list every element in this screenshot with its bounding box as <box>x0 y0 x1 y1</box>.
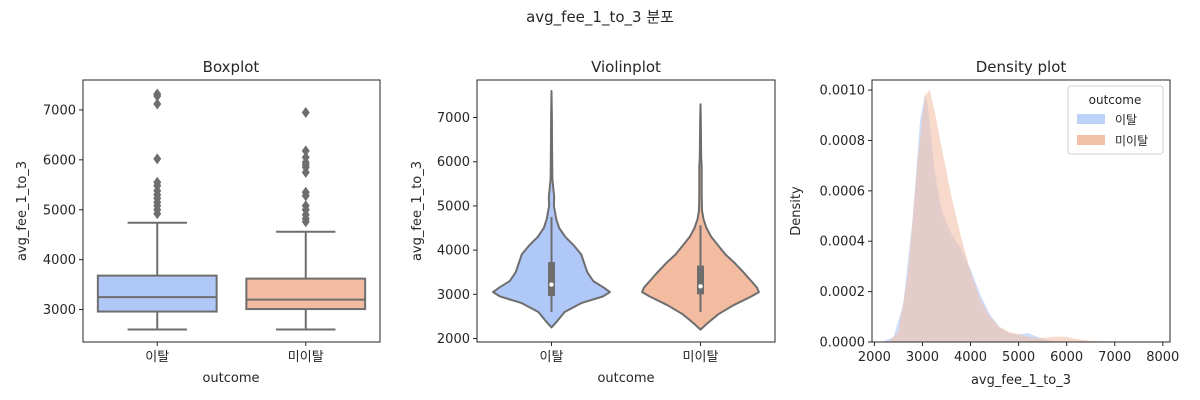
outlier-point <box>301 106 310 118</box>
violinplot-x-tick-label: 이탈 <box>540 350 564 365</box>
boxplot-y-tick-label: 3000 <box>43 303 76 318</box>
density-y-tick-label: 0.0004 <box>820 235 866 250</box>
violinplot-x-ticks: 이탈 미이탈 <box>540 342 719 365</box>
outlier-point <box>301 200 310 212</box>
density-x-tick-label: 6000 <box>1050 350 1083 365</box>
violinplot-y-tick-label: 4000 <box>437 244 470 259</box>
violin-iqr-box <box>697 265 704 295</box>
boxplot-marks <box>96 88 367 331</box>
boxplot-title: Boxplot <box>203 58 260 76</box>
boxplot-y-ticks: 3000 4000 5000 6000 7000 <box>43 103 83 318</box>
violinplot-y-axis-label: avg_fee_1_to_3 <box>410 161 425 261</box>
boxplot-x-axis-label: outcome <box>202 371 259 386</box>
violinplot-y-tick-label: 7000 <box>437 111 470 126</box>
density-y-axis-label: Density <box>789 186 804 236</box>
density-panel: Density plot 0.00000.00020.00040.00060.0… <box>789 58 1179 388</box>
boxplot-y-tick-label: 7000 <box>43 103 76 118</box>
boxplot-panel: Boxplot 3000 4000 5000 6000 7000 이탈 미이탈 outco… <box>15 58 381 386</box>
legend-title: outcome <box>1089 93 1142 107</box>
violinplot-marks <box>492 90 760 331</box>
violin-iqr-box <box>548 262 555 297</box>
violinplot-y-tick-label: 6000 <box>437 155 470 170</box>
density-x-tick-label: 2000 <box>858 350 891 365</box>
density-legend: outcome 이탈 미이탈 <box>1067 85 1164 155</box>
violin-median-dot <box>698 284 703 289</box>
violinplot-panel: Violinplot 2000 3000 4000 5000 6000 7000 이탈 미이… <box>410 58 776 386</box>
density-y-ticks: 0.0000 0.0002 0.0004 0.0006 0.0008 0.0010 <box>820 84 872 351</box>
violinplot-y-tick-label: 2000 <box>437 332 470 347</box>
violinplot-y-tick-label: 3000 <box>437 288 470 303</box>
boxplot-x-ticks: 이탈 미이탈 <box>145 342 324 365</box>
violin-body <box>492 90 611 329</box>
density-x-ticks: 2000 3000 4000 5000 6000 7000 8000 <box>858 342 1179 365</box>
boxplot-y-tick-label: 5000 <box>43 203 76 218</box>
violinplot-y-ticks: 2000 3000 4000 5000 6000 7000 <box>437 111 477 347</box>
figure-suptitle: avg_fee_1_to_3 분포 <box>526 8 674 27</box>
violinplot-y-tick-label: 5000 <box>437 199 470 214</box>
legend-label-churn: 이탈 <box>1115 113 1137 127</box>
outlier-point <box>301 151 310 163</box>
outlier-point <box>153 176 162 188</box>
legend-swatch-churn <box>1077 114 1105 124</box>
outlier-point <box>153 98 162 110</box>
outlier-point <box>301 186 310 198</box>
boxplot-y-axis-label: avg_fee_1_to_3 <box>15 161 30 261</box>
outlier-point <box>153 88 162 100</box>
density-y-tick-label: 0.0010 <box>820 84 866 99</box>
density-marks <box>881 90 1134 342</box>
violinplot-x-axis-label: outcome <box>597 371 654 386</box>
density-x-axis-label: avg_fee_1_to_3 <box>971 373 1071 388</box>
density-x-tick-label: 5000 <box>1002 350 1035 365</box>
outlier-point <box>153 153 162 165</box>
legend-swatch-nochurn <box>1077 135 1105 145</box>
boxplot-frame <box>82 79 381 343</box>
density-frame <box>871 79 1171 343</box>
density-y-tick-label: 0.0008 <box>820 134 866 149</box>
violin-median-dot <box>549 282 554 287</box>
density-x-tick-label: 3000 <box>906 350 939 365</box>
density-title: Density plot <box>976 58 1067 76</box>
box-iqr <box>245 277 367 311</box>
density-x-tick-label: 8000 <box>1146 350 1179 365</box>
density-y-tick-label: 0.0000 <box>820 336 866 351</box>
box-iqr <box>96 274 218 313</box>
boxplot-x-tick-label: 이탈 <box>145 350 169 365</box>
outlier-point <box>301 145 310 157</box>
violinplot-frame <box>476 79 776 343</box>
legend-label-nochurn: 미이탈 <box>1115 134 1148 148</box>
violinplot-title: Violinplot <box>591 58 661 76</box>
violinplot-x-tick-label: 미이탈 <box>683 350 719 365</box>
boxplot-y-tick-label: 4000 <box>43 253 76 268</box>
density-x-tick-label: 4000 <box>954 350 987 365</box>
boxplot-x-tick-label: 미이탈 <box>288 350 324 365</box>
density-area-nochurn <box>888 90 1134 342</box>
violin-body <box>641 103 760 331</box>
density-y-tick-label: 0.0002 <box>820 285 866 300</box>
density-x-tick-label: 7000 <box>1098 350 1131 365</box>
density-y-tick-label: 0.0006 <box>820 184 866 199</box>
boxplot-y-tick-label: 6000 <box>43 153 76 168</box>
